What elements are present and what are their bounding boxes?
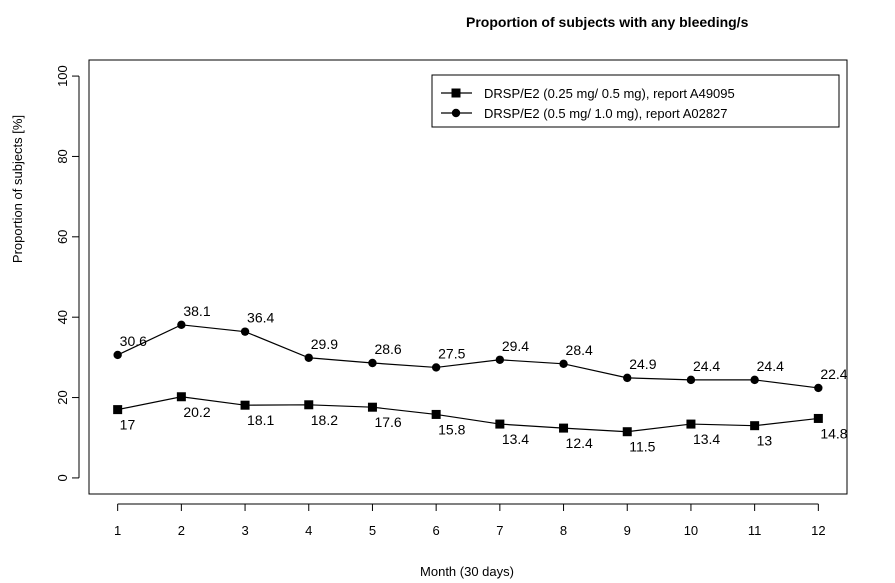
circle-marker — [368, 358, 377, 368]
series-line — [117, 324, 819, 389]
square-marker — [686, 419, 696, 429]
data-label: 13.4 — [502, 431, 529, 447]
data-label: 28.4 — [566, 342, 593, 358]
data-label: 13.4 — [693, 431, 720, 447]
circle-marker — [240, 327, 250, 336]
legend-box — [431, 74, 840, 128]
x-tick-label: 6 — [433, 523, 440, 538]
chart-title: Proportion of subjects with any bleeding… — [466, 14, 749, 30]
square-marker — [559, 423, 569, 433]
data-label: 17 — [120, 417, 136, 433]
plot-frame — [88, 59, 848, 495]
circle-marker — [177, 320, 186, 330]
square-marker — [240, 400, 250, 410]
legend-label: DRSP/E2 (0.5 mg/ 1.0 mg), report A02827 — [484, 106, 728, 121]
circle-marker — [814, 383, 823, 393]
y-tick-label: 80 — [55, 149, 70, 163]
data-label: 17.6 — [374, 414, 401, 430]
legend-marker — [451, 108, 461, 118]
data-label: 15.8 — [438, 421, 465, 437]
circle-marker — [623, 373, 632, 383]
x-tick-label: 5 — [369, 523, 376, 538]
x-tick-label: 9 — [624, 523, 631, 538]
square-marker — [813, 413, 823, 423]
x-tick-label: 2 — [178, 523, 185, 538]
y-axis: 0 20 40 60 80 100 — [55, 65, 80, 482]
y-tick-label: 40 — [55, 310, 70, 324]
data-label: 11.5 — [629, 439, 655, 455]
data-label: 12.4 — [566, 435, 593, 451]
x-tick-label: 8 — [560, 523, 567, 538]
series-line — [117, 396, 819, 433]
circle-marker — [431, 363, 441, 372]
x-tick-label: 3 — [241, 523, 248, 538]
x-tick-label: 7 — [496, 523, 503, 538]
data-label: 28.6 — [374, 341, 401, 357]
data-label: 29.9 — [311, 336, 338, 352]
square-marker — [367, 402, 377, 412]
data-label: 29.4 — [502, 338, 529, 354]
data-label: 38.1 — [183, 303, 210, 319]
data-label: 22.4 — [820, 366, 847, 382]
square-marker — [750, 421, 760, 431]
x-tick-label: 1 — [114, 523, 121, 538]
data-label: 18.2 — [311, 412, 338, 428]
y-tick-label: 100 — [55, 65, 70, 87]
x-axis-label: Month (30 days) — [420, 564, 514, 579]
square-marker — [622, 427, 632, 437]
square-marker — [431, 409, 441, 419]
circle-marker — [750, 375, 759, 385]
data-label: 20.2 — [183, 404, 210, 420]
data-label: 36.4 — [247, 310, 274, 326]
square-marker — [495, 419, 505, 429]
legend-entry-1: DRSP/E2 (0.25 mg/ 0.5 mg), report A49095 — [441, 86, 735, 101]
circle-marker — [495, 355, 505, 364]
data-label: 24.4 — [693, 358, 720, 374]
square-marker — [176, 392, 186, 402]
legend-label: DRSP/E2 (0.25 mg/ 0.5 mg), report A49095 — [484, 86, 735, 101]
circle-marker — [686, 375, 696, 385]
data-label: 24.4 — [757, 358, 784, 374]
x-axis: 1 2 3 4 5 6 7 8 9 10 11 12 — [114, 503, 826, 538]
square-marker — [304, 400, 314, 410]
x-tick-label: 11 — [748, 523, 762, 538]
y-tick-label: 0 — [55, 474, 70, 481]
data-label: 24.9 — [629, 356, 656, 372]
x-tick-label: 12 — [811, 523, 825, 538]
legend-entry-2: DRSP/E2 (0.5 mg/ 1.0 mg), report A02827 — [441, 106, 728, 121]
x-tick-label: 10 — [684, 523, 698, 538]
data-label: 13 — [757, 433, 773, 449]
data-label: 18.1 — [247, 412, 274, 428]
data-label: 14.8 — [820, 425, 847, 441]
legend-marker — [451, 88, 461, 98]
series-layer: 17 20.2 18.1 18.2 17.6 15.8 13.4 12.4 11.5 13.4 13… — [113, 303, 848, 455]
circle-marker — [304, 353, 313, 362]
circle-marker — [559, 359, 568, 368]
y-axis-label: Proportion of subjects [%] — [10, 115, 25, 263]
y-tick-label: 60 — [55, 230, 70, 244]
data-label: 27.5 — [438, 345, 465, 361]
series-1: 17 20.2 18.1 18.2 17.6 15.8 13.4 12.4 11.5 13.4 13… — [113, 392, 848, 455]
square-marker — [113, 405, 123, 415]
legend: DRSP/E2 (0.25 mg/ 0.5 mg), report A49095… — [431, 74, 840, 128]
y-tick-label: 20 — [55, 390, 70, 404]
x-tick-label: 4 — [305, 523, 312, 538]
circle-marker — [113, 350, 122, 360]
series-2: 30.6 38.1 36.4 29.9 28.6 27.5 29.4 28.4 24.9 24.4… — [113, 303, 848, 393]
data-label: 30.6 — [120, 333, 147, 349]
